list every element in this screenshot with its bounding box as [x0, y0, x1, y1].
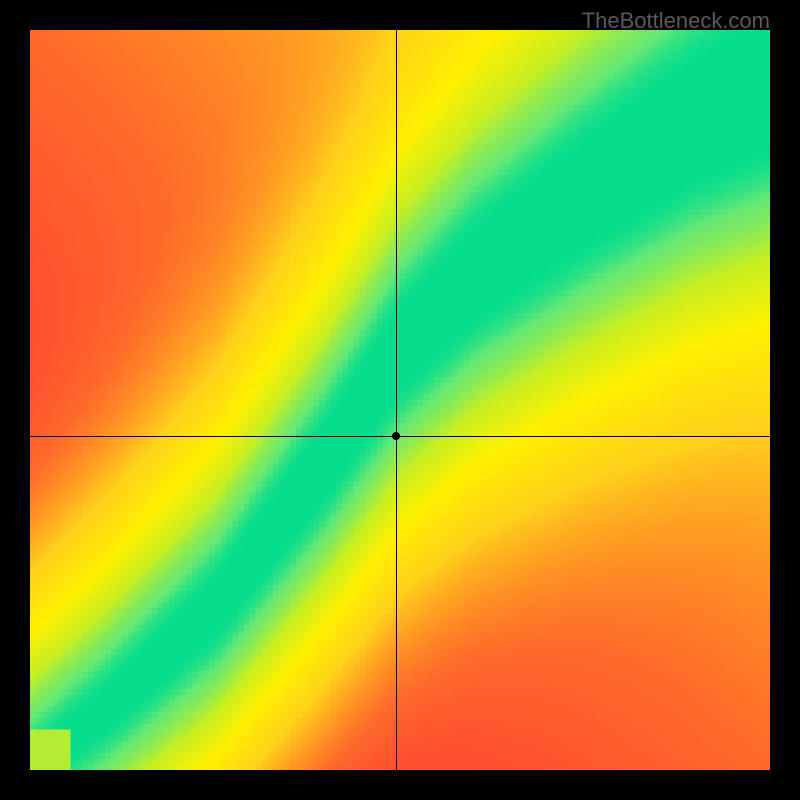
data-point-marker [392, 432, 400, 440]
plot-area [30, 30, 770, 770]
watermark-text: TheBottleneck.com [582, 8, 770, 34]
crosshair-vertical [396, 30, 397, 770]
heatmap-canvas [30, 30, 770, 770]
